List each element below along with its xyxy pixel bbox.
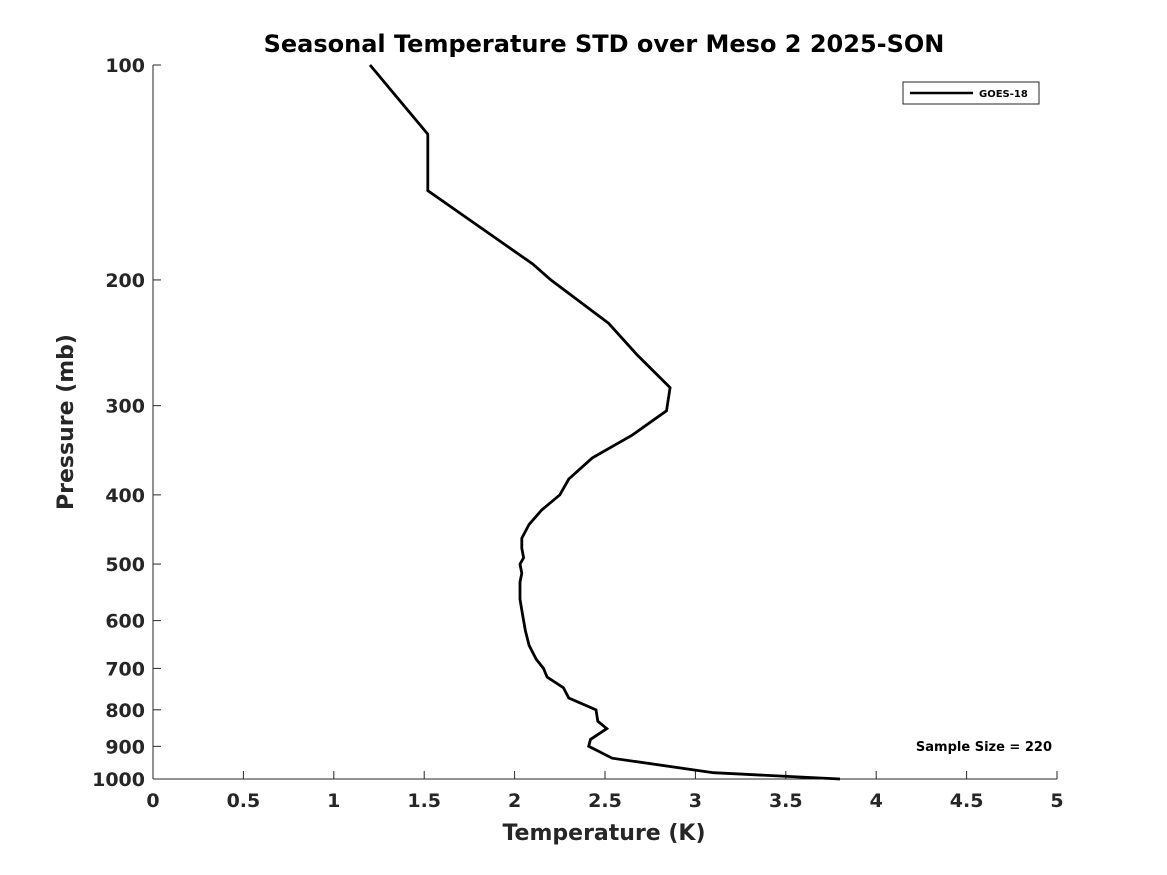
x-tick-label: 4 (870, 790, 883, 812)
y-tick-label: 600 (105, 611, 145, 633)
x-tick-label: 3.5 (769, 790, 803, 812)
y-tick-label: 400 (105, 485, 145, 507)
y-tick-label: 900 (105, 736, 145, 758)
y-tick-label: 500 (105, 554, 145, 576)
x-tick-label: 1 (327, 790, 340, 812)
y-tick-label: 700 (105, 658, 145, 680)
series-layer (368, 64, 841, 781)
x-ticks: 0 0.5 1 1.5 2 2.5 3 3.5 4 4.5 5 (146, 771, 1064, 812)
y-tick-label: 300 (105, 396, 145, 418)
x-tick-label: 0 (146, 790, 159, 812)
y-ticks: 100 200 300 400 500 600 700 800 900 1000 (92, 55, 161, 791)
x-tick-label: 5 (1050, 790, 1063, 812)
y-tick-label: 800 (105, 700, 145, 722)
x-tick-label: 2.5 (588, 790, 622, 812)
y-tick-label: 200 (105, 270, 145, 292)
x-tick-label: 1.5 (407, 790, 441, 812)
x-tick-label: 3 (689, 790, 702, 812)
legend: GOES-18 (902, 81, 1040, 105)
y-axis-label: Pressure (mb) (54, 334, 79, 510)
x-axis-label: Temperature (K) (502, 821, 705, 846)
x-tick-label: 0.5 (227, 790, 261, 812)
axes (152, 65, 1057, 780)
sample-size-annotation: Sample Size = 220 (916, 740, 1052, 755)
x-tick-label: 2 (508, 790, 521, 812)
y-tick-label: 100 (105, 55, 145, 77)
chart-title: Seasonal Temperature STD over Meso 2 202… (264, 30, 945, 58)
y-tick-label: 1000 (92, 769, 145, 791)
legend-label: GOES-18 (979, 89, 1028, 100)
series-line (368, 64, 841, 781)
x-tick-label: 4.5 (950, 790, 984, 812)
